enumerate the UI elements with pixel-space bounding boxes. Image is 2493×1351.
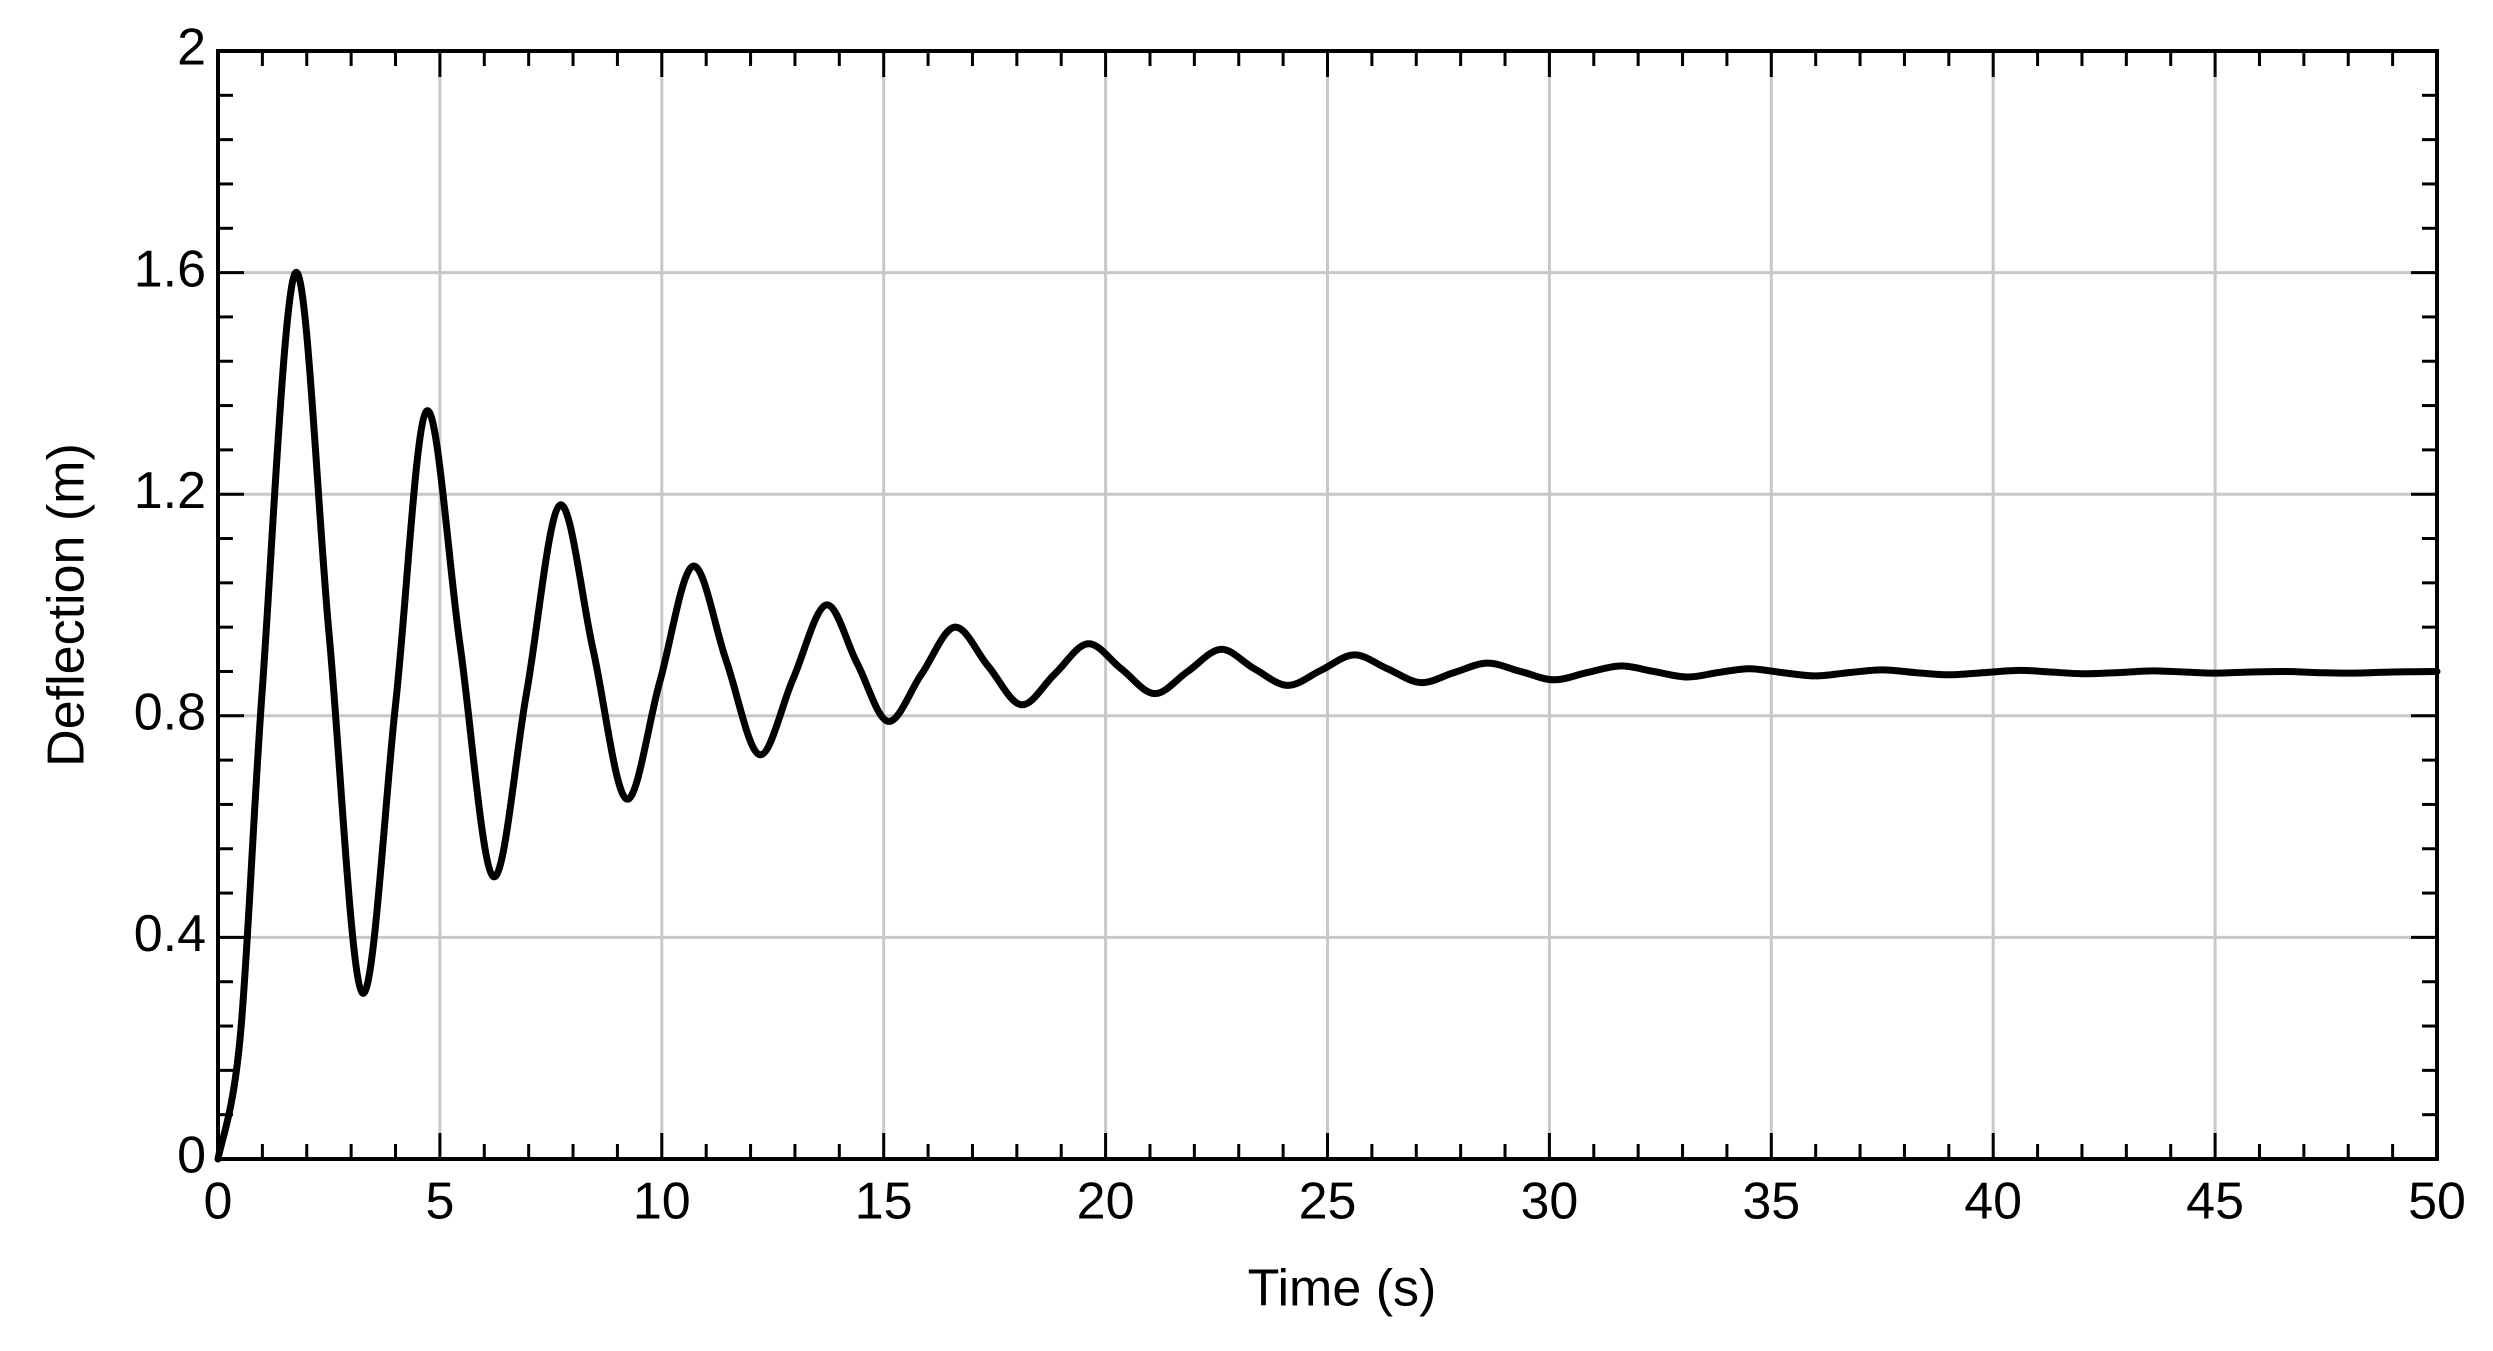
x-tick-label: 30 bbox=[1520, 1173, 1578, 1231]
x-tick-label: 0 bbox=[204, 1173, 233, 1231]
x-tick-label: 45 bbox=[2186, 1173, 2244, 1231]
y-tick-label: 2 bbox=[177, 19, 206, 77]
y-tick-label: 1.2 bbox=[134, 462, 206, 520]
x-tick-label: 20 bbox=[1077, 1173, 1135, 1231]
y-tick-label: 0.8 bbox=[134, 684, 206, 742]
x-axis-label: Time (s) bbox=[1248, 1260, 1437, 1318]
y-tick-label: 0 bbox=[177, 1127, 206, 1185]
y-axis-label: Deflection (m) bbox=[38, 443, 96, 767]
x-tick-label: 25 bbox=[1299, 1173, 1357, 1231]
data-line bbox=[214, 269, 2441, 1163]
y-tick-label: 1.6 bbox=[134, 240, 206, 298]
x-tick-label: 40 bbox=[1964, 1173, 2022, 1231]
plot-frame bbox=[216, 49, 2439, 1161]
y-tick-label: 0.4 bbox=[134, 905, 206, 963]
x-tick-label: 35 bbox=[1742, 1173, 1800, 1231]
x-tick-label: 5 bbox=[425, 1173, 454, 1231]
x-tick-label: 50 bbox=[2408, 1173, 2466, 1231]
x-tick-label: 10 bbox=[633, 1173, 691, 1231]
x-tick-label: 15 bbox=[855, 1173, 913, 1231]
